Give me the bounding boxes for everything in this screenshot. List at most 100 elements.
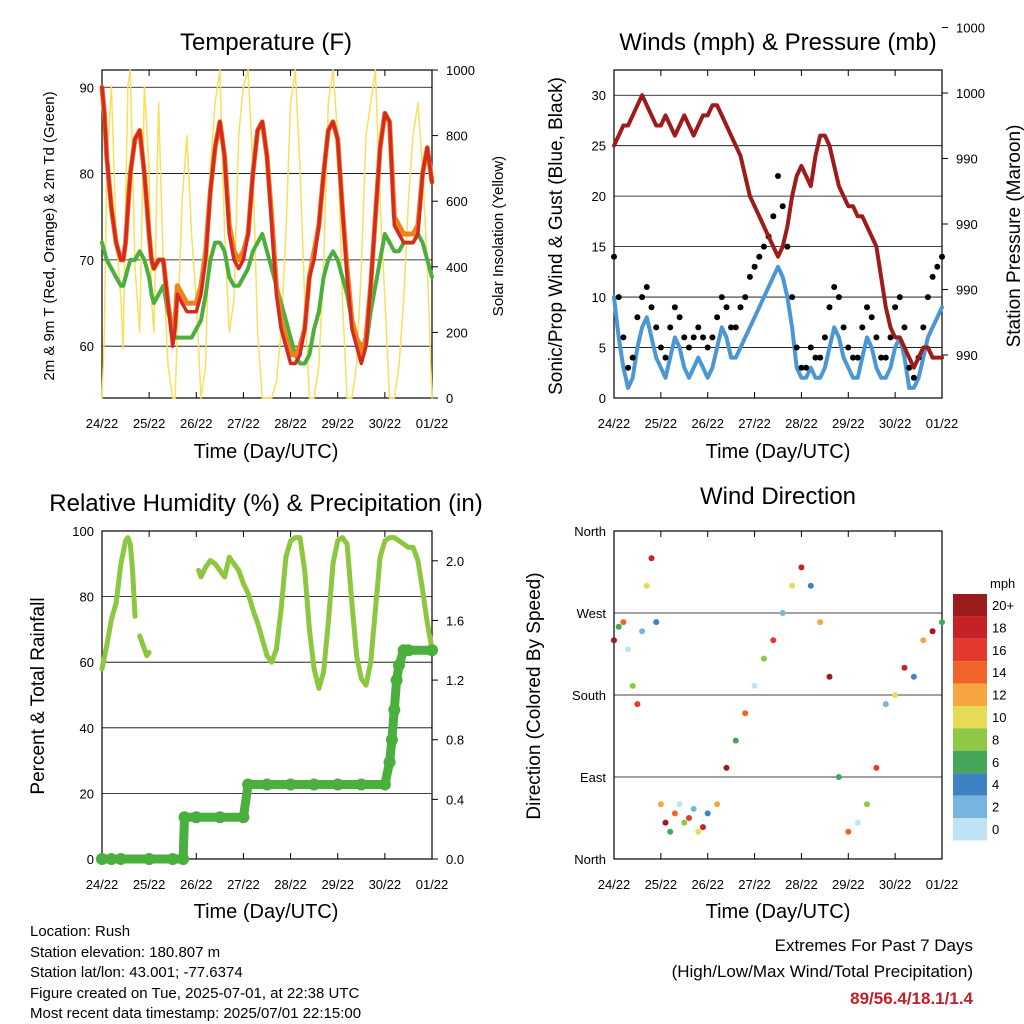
y-tick-label-right: 1000 — [956, 21, 985, 36]
y-tick-label: West — [577, 606, 607, 621]
gust-point — [779, 203, 786, 210]
winds-title: Winds (mph) & Pressure (mb) — [619, 29, 936, 56]
direction-title: Wind Direction — [700, 483, 856, 510]
direction-point — [892, 692, 899, 698]
gust-point — [775, 173, 781, 179]
gust-point — [906, 364, 913, 371]
gust-point — [864, 304, 870, 311]
direction-point — [779, 610, 786, 616]
x-tick-label: 24/22 — [598, 877, 631, 892]
gust-point — [723, 304, 730, 311]
y-tick-label: North — [574, 852, 606, 867]
gust-point — [821, 334, 828, 341]
x-tick-label: 27/22 — [227, 877, 260, 892]
y-tick-label-right: 0.0 — [446, 852, 464, 867]
y-tick-label: 25 — [592, 139, 606, 154]
gust-point — [611, 253, 617, 260]
gust-point — [728, 324, 735, 331]
direction-point — [648, 555, 655, 562]
gust-point — [751, 263, 758, 270]
y-tick-label: 0 — [599, 391, 606, 406]
precip-line — [97, 645, 437, 864]
rh-line — [99, 535, 138, 672]
gust-point — [657, 344, 664, 351]
legend-swatch — [953, 706, 987, 729]
direction-point — [742, 710, 749, 717]
gust-point — [868, 314, 875, 321]
x-tick-label: 26/22 — [180, 877, 213, 892]
direction-point — [901, 664, 908, 671]
gust-point — [835, 294, 842, 301]
legend-swatch — [953, 795, 987, 818]
y-tick-label-right: 2.0 — [446, 554, 464, 569]
direction-point — [653, 619, 660, 626]
direction-point — [695, 828, 702, 835]
direction-xlabel: Time (Day/UTC) — [706, 901, 851, 923]
direction-point — [714, 801, 721, 808]
extremes-box: Extremes For Past 7 Days (High/Low/Max W… — [672, 936, 974, 1008]
y-tick-label: 10 — [592, 290, 606, 305]
legend-swatch — [953, 818, 987, 841]
gust-point — [859, 324, 866, 331]
y-tick-label-right: 1.6 — [446, 613, 464, 628]
y-tick-label: East — [580, 770, 606, 785]
direction-point — [910, 673, 917, 680]
direction-point — [882, 701, 889, 708]
y-tick-label: South — [572, 688, 606, 703]
gust-point — [629, 354, 636, 361]
y-tick-label: 80 — [80, 167, 94, 182]
x-tick-label: 01/22 — [416, 877, 449, 892]
y-tick-label-right: 0.4 — [446, 792, 464, 807]
gust-point — [896, 294, 903, 301]
x-tick-label: 28/22 — [274, 416, 307, 431]
legend-title: mph — [990, 576, 1015, 591]
y-tick-label: 5 — [599, 341, 606, 356]
legend-label: 16 — [992, 643, 1006, 658]
y-tick-label-right: 1.2 — [446, 673, 464, 688]
direction-point — [920, 637, 927, 644]
x-tick-label: 29/22 — [832, 416, 865, 431]
x-tick-label: 29/22 — [321, 877, 354, 892]
legend-label: 14 — [992, 665, 1006, 680]
direction-point — [770, 637, 777, 644]
direction-point — [686, 815, 692, 821]
gust-point — [850, 354, 856, 361]
gust-point — [873, 334, 880, 341]
station-info: Location: Rush Station elevation: 180.80… — [30, 923, 361, 1022]
winds-xlabel: Time (Day/UTC) — [706, 441, 851, 463]
x-tick-label: 25/22 — [645, 877, 678, 892]
temperature-ylabel: 2m & 9m T (Red, Orange) & 2m Td (Green) — [41, 91, 58, 380]
x-tick-label: 01/22 — [926, 877, 959, 892]
recent-text: Most recent data timestamp: 2025/07/01 2… — [30, 1005, 361, 1022]
gust-point — [817, 354, 824, 361]
y-tick-label-right: 200 — [446, 325, 468, 340]
humidity-title: Relative Humidity (%) & Precipitation (i… — [49, 490, 482, 517]
direction-point — [625, 646, 632, 653]
gust-point — [882, 354, 889, 361]
gust-point — [826, 304, 833, 311]
y-tick-label: North — [574, 524, 606, 539]
direction-point — [723, 764, 730, 771]
gust-point — [671, 304, 678, 311]
gust-point — [615, 294, 622, 301]
direction-point — [690, 805, 697, 812]
gust-point — [714, 314, 721, 321]
direction-panel: Wind Direction Time (Day/UTC) Direction … — [524, 483, 1015, 923]
gust-point — [793, 344, 800, 351]
gust-point — [639, 294, 646, 301]
y-tick-label: 15 — [592, 240, 606, 255]
legend-label: 20+ — [992, 598, 1014, 613]
gust-point — [831, 284, 838, 290]
extremes-subtitle: (High/Low/Max Wind/Total Precipitation) — [672, 962, 973, 981]
winds-ylabel: Sonic/Prop Wind & Gust (Blue, Black) — [546, 77, 567, 395]
y-tick-label-right: 800 — [446, 129, 468, 144]
direction-point — [845, 828, 852, 835]
legend-swatch — [953, 638, 987, 662]
x-tick-label: 28/22 — [274, 877, 307, 892]
y-tick-label-right: 1000 — [956, 86, 985, 101]
legend-label: 8 — [992, 732, 999, 747]
created-text: Figure created on Tue, 2025-07-01, at 22… — [30, 985, 360, 1002]
legend-label: 4 — [992, 777, 999, 792]
gust-point — [700, 334, 706, 341]
y-tick-label: 60 — [80, 655, 94, 670]
